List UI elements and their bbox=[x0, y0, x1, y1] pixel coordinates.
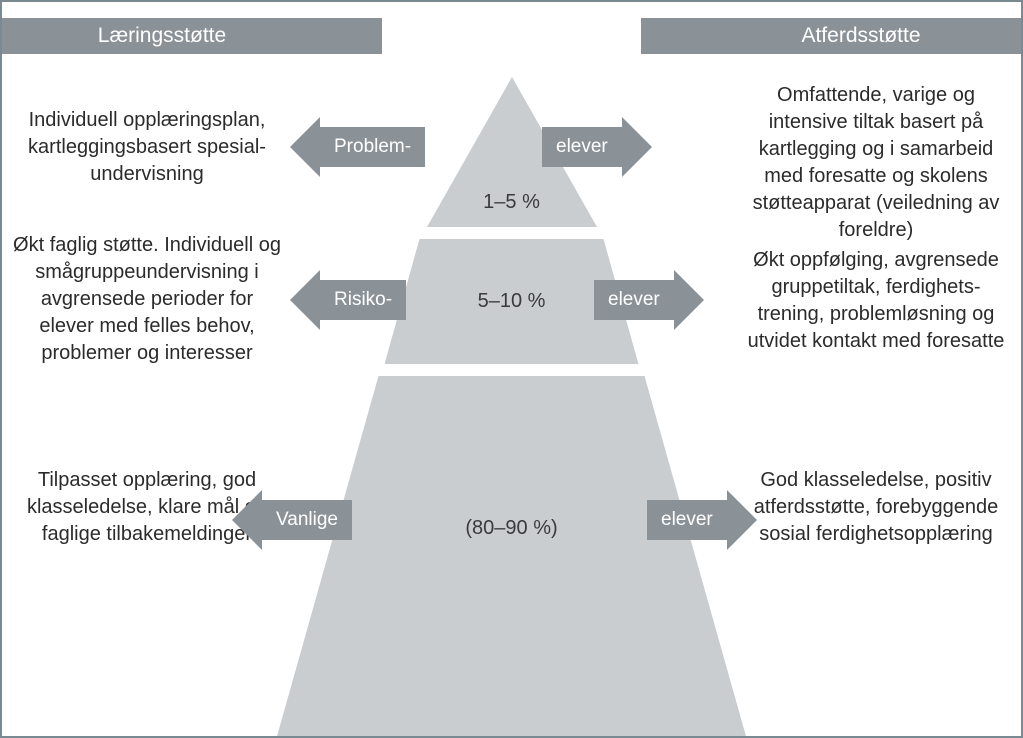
arrow-right-icon bbox=[727, 490, 757, 550]
header-left-label: Læringsstøtte bbox=[98, 24, 226, 48]
tier3-right-desc: God klasseledelse, positiv atferdsstøtte… bbox=[741, 467, 1011, 548]
tier1-arrow-right-label: elever bbox=[542, 127, 622, 167]
tier1-arrow-left-label: Problem- bbox=[320, 127, 425, 167]
tier2-arrow-left: Risiko- bbox=[290, 280, 406, 320]
tier2-right-desc: Økt oppfølging, avgrensede gruppetiltak,… bbox=[741, 247, 1011, 355]
arrow-right-icon bbox=[622, 117, 652, 177]
tier3-arrow-right-label: elever bbox=[647, 500, 727, 540]
tier1-arrow-left: Problem- bbox=[290, 127, 425, 167]
header-right-label: Atferdsstøtte bbox=[801, 24, 920, 48]
arrow-left-icon bbox=[290, 270, 320, 330]
tier2-left-desc: Økt faglig støtte. Individuell og smågru… bbox=[12, 232, 282, 367]
arrow-right-icon bbox=[674, 270, 704, 330]
header-right: Atferdsstøtte bbox=[641, 18, 1021, 54]
tier2-arrow-left-label: Risiko- bbox=[320, 280, 406, 320]
tier2-arrow-right: elever bbox=[594, 280, 704, 320]
diagram-container: Læringsstøtte Atferdsstøtte 1–5 % 5–10 %… bbox=[0, 0, 1023, 738]
tier2-arrow-right-label: elever bbox=[594, 280, 674, 320]
tier1-right-desc: Omfattende, varige og intensive tiltak b… bbox=[741, 82, 1011, 244]
pyramid-tier-bottom: (80–90 %) bbox=[277, 376, 747, 738]
header-left: Læringsstøtte bbox=[2, 18, 382, 54]
tier1-arrow-right: elever bbox=[542, 127, 652, 167]
tier1-pct: 1–5 % bbox=[427, 192, 597, 212]
arrow-left-icon bbox=[232, 490, 262, 550]
tier3-arrow-left-label: Vanlige bbox=[262, 500, 352, 540]
arrow-left-icon bbox=[290, 117, 320, 177]
tier3-arrow-right: elever bbox=[647, 500, 757, 540]
tier1-left-desc: Individuell opplæringsplan, kartleggings… bbox=[12, 107, 282, 188]
tier3-arrow-left: Vanlige bbox=[232, 500, 352, 540]
